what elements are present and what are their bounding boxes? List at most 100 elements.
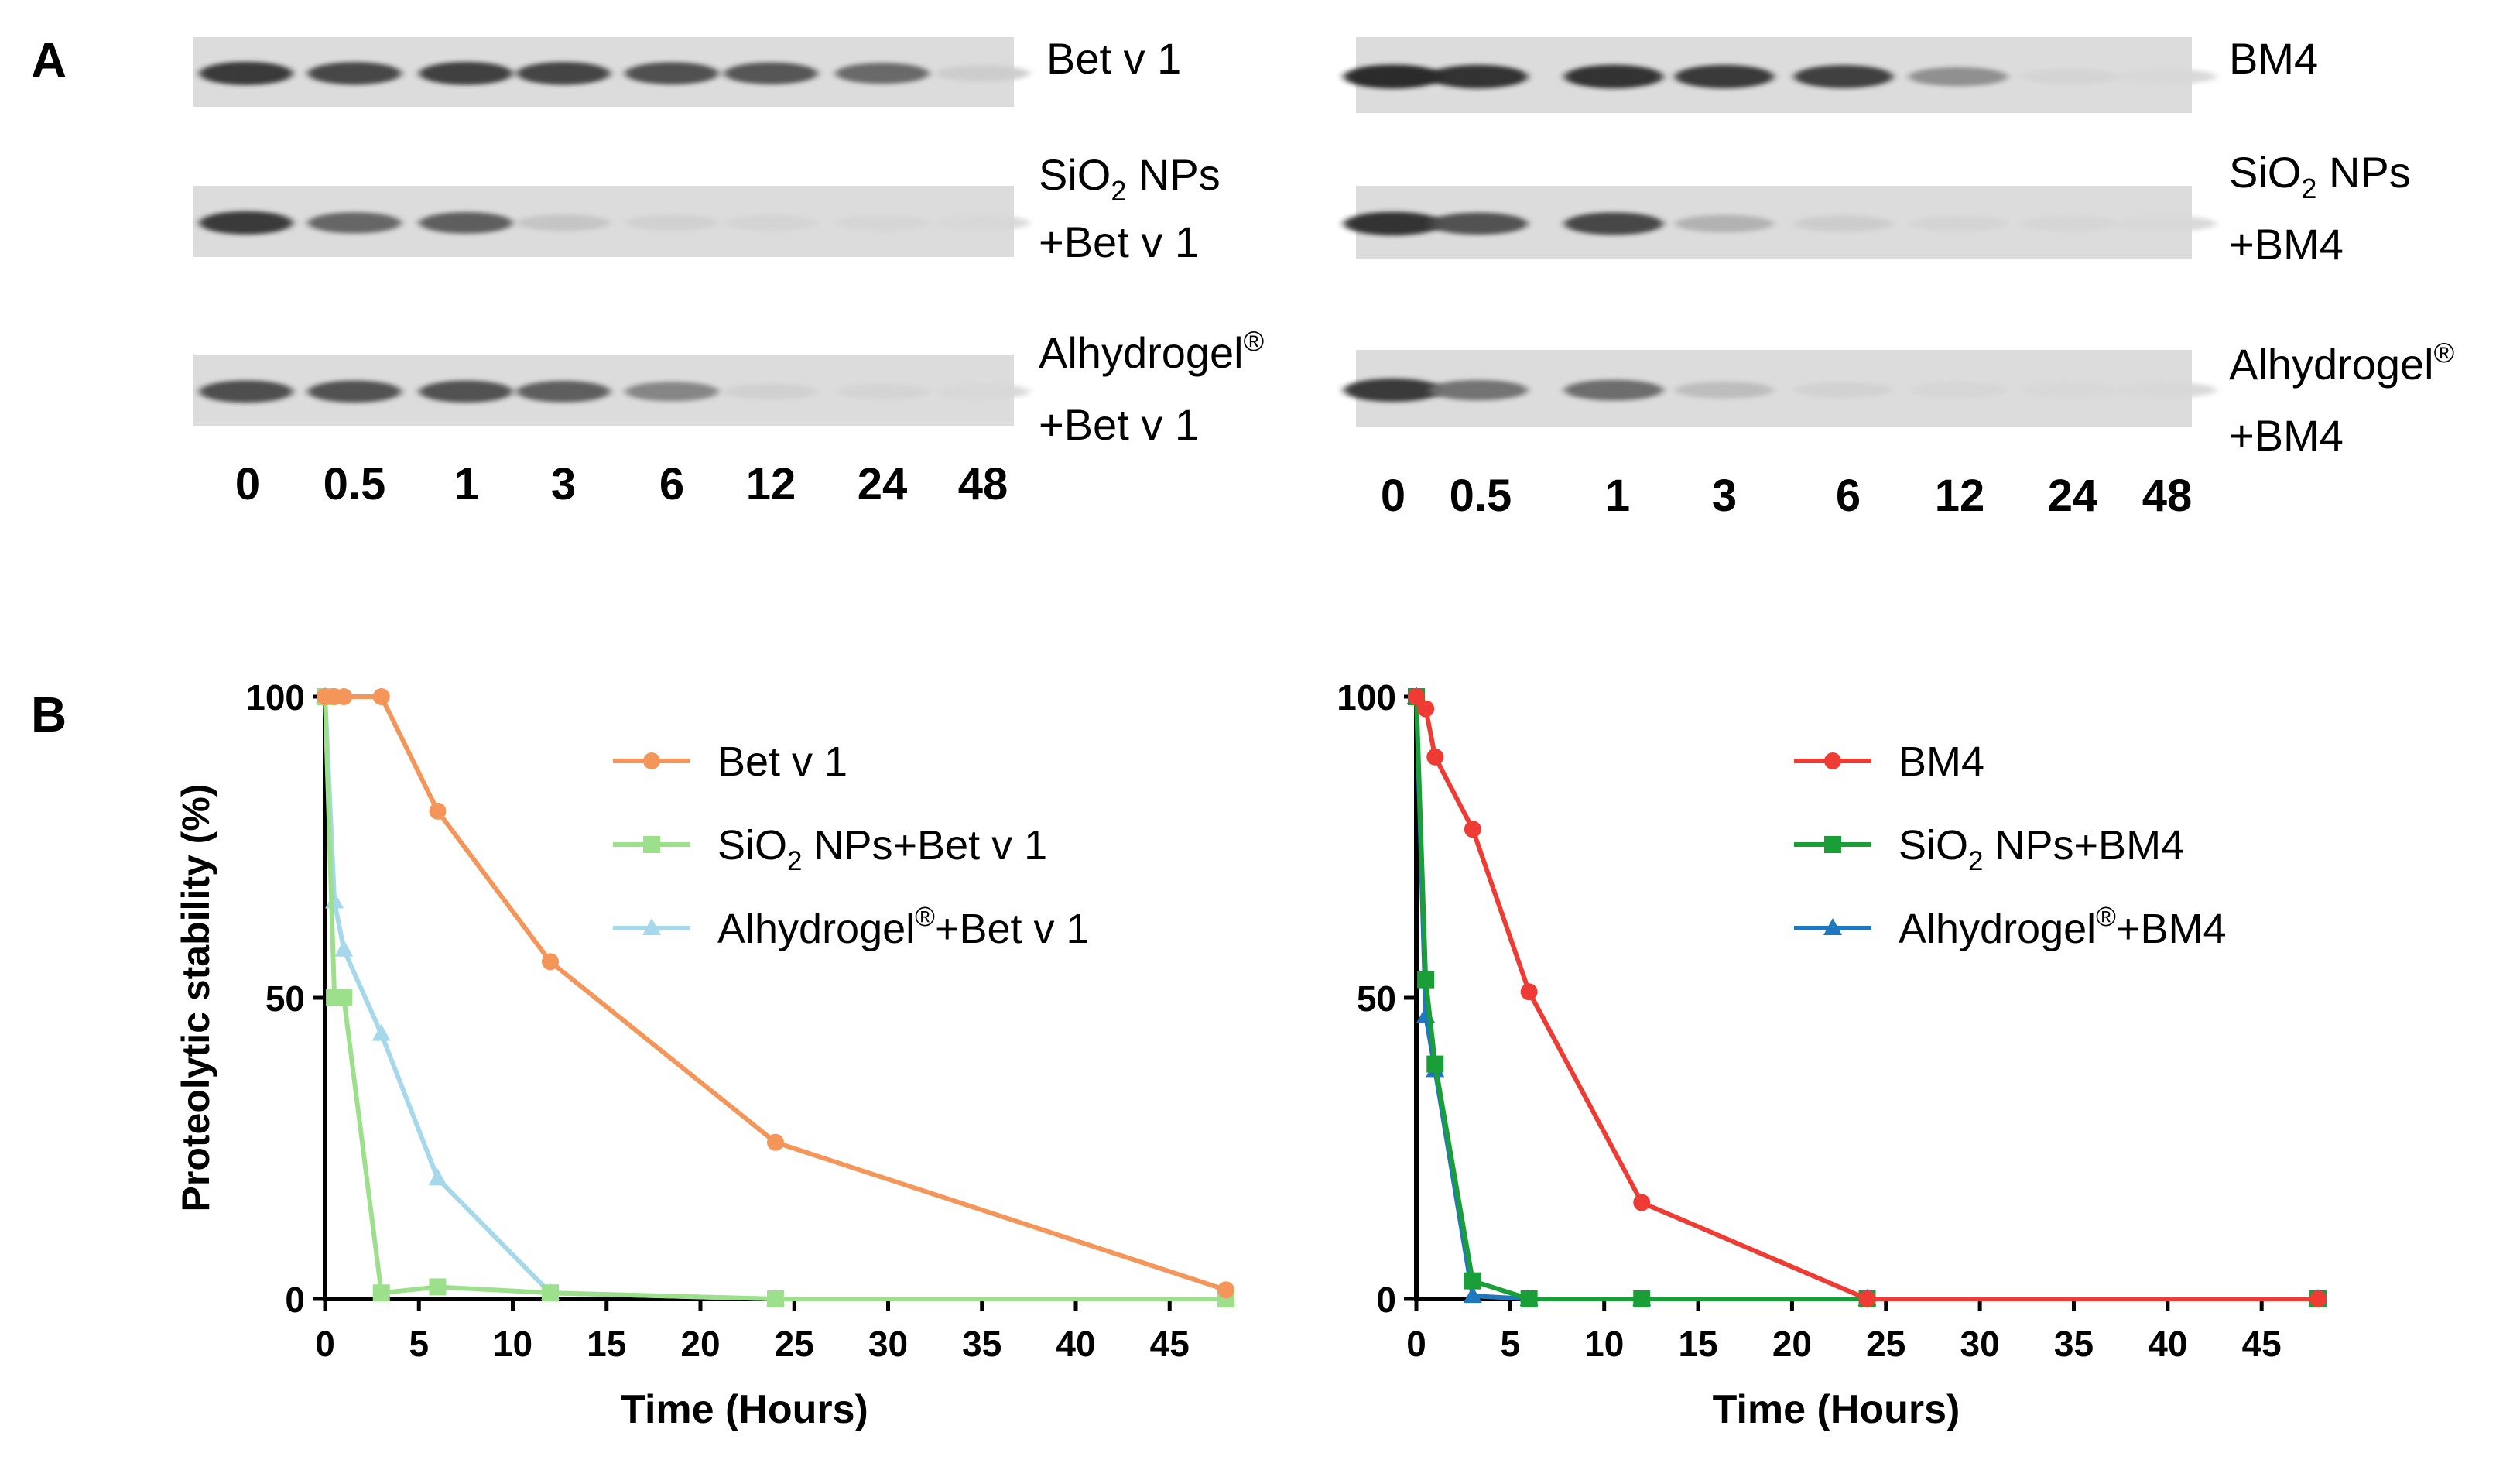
gel-band bbox=[1344, 378, 1443, 403]
gel-label-line2: +BM4 bbox=[2229, 411, 2344, 460]
gel-label: SiO2 NPs bbox=[1039, 150, 1221, 207]
data-point bbox=[542, 1284, 559, 1302]
data-point bbox=[1633, 1194, 1651, 1211]
gel-band bbox=[1794, 65, 1893, 88]
x-tick-label: 40 bbox=[1056, 1324, 1095, 1364]
x-tick-label: 40 bbox=[2148, 1324, 2187, 1364]
data-point bbox=[1520, 1290, 1538, 1307]
time-label: 6 bbox=[1836, 471, 1861, 521]
data-point bbox=[334, 939, 354, 957]
gel-band bbox=[1344, 211, 1443, 236]
gel-label-line2: +Bet v 1 bbox=[1039, 400, 1199, 449]
gel-band bbox=[835, 383, 930, 400]
x-axis-title: Time (Hours) bbox=[1713, 1387, 1960, 1432]
data-point bbox=[2309, 1290, 2327, 1307]
gel-band bbox=[1909, 215, 2008, 232]
data-point bbox=[767, 1133, 784, 1151]
time-label: 0.5 bbox=[1450, 471, 1512, 521]
legend-marker bbox=[643, 752, 660, 769]
data-point bbox=[1858, 1290, 1876, 1307]
gel-label: Alhydrogel® bbox=[1039, 325, 1264, 377]
gel-band bbox=[199, 211, 293, 235]
x-tick-label: 25 bbox=[775, 1324, 814, 1364]
gel-band bbox=[1429, 212, 1528, 235]
x-tick-label: 10 bbox=[1584, 1324, 1624, 1364]
data-point bbox=[371, 1023, 391, 1041]
gel-band bbox=[1794, 215, 1893, 232]
chart-bm4: 0 5 10 15 20 25 30 35 40 45 0 50 100 Time (Hours) BM4 S… bbox=[1337, 677, 2327, 1432]
series-line bbox=[323, 696, 1226, 1301]
x-tick-label: 5 bbox=[1501, 1324, 1521, 1364]
gel-band bbox=[1564, 64, 1663, 89]
gel-band bbox=[516, 380, 611, 403]
data-point bbox=[542, 953, 559, 971]
time-label: 1 bbox=[454, 459, 479, 509]
y-tick-label: 100 bbox=[1337, 677, 1396, 718]
gel-band bbox=[1564, 212, 1663, 235]
data-point bbox=[429, 1278, 447, 1296]
series-line bbox=[1414, 696, 2318, 1301]
x-tick-label: 45 bbox=[2242, 1324, 2282, 1364]
gel-band bbox=[1794, 382, 1893, 399]
legend-marker bbox=[1824, 836, 1841, 853]
legend-label: BM4 bbox=[1899, 738, 1984, 785]
x-tick-label: 25 bbox=[1866, 1324, 1905, 1364]
gel-band bbox=[835, 214, 930, 231]
time-label: 12 bbox=[1935, 471, 1985, 521]
x-tick-label: 0 bbox=[1406, 1324, 1426, 1364]
y-tick-label: 50 bbox=[265, 978, 305, 1019]
gel-band bbox=[1675, 214, 1774, 233]
gel-label-line2: +BM4 bbox=[2229, 220, 2344, 269]
gel-band bbox=[2021, 68, 2120, 85]
series-line bbox=[323, 696, 1226, 1301]
gel-band bbox=[1564, 379, 1663, 401]
x-tick-label: 35 bbox=[962, 1324, 1001, 1364]
legend-label: SiO2 NPs+BM4 bbox=[1899, 822, 2184, 876]
panel-b-label: B bbox=[31, 687, 67, 742]
data-point bbox=[1417, 700, 1435, 718]
data-point bbox=[325, 891, 344, 909]
time-label: 24 bbox=[858, 459, 908, 509]
gel-band bbox=[936, 214, 1030, 231]
y-axis-title: Proteolytic stability (%) bbox=[174, 784, 217, 1212]
data-point bbox=[1520, 983, 1538, 1001]
panel-a-label: A bbox=[31, 33, 67, 88]
gel-label: Alhydrogel® bbox=[2229, 337, 2454, 389]
data-point bbox=[335, 989, 353, 1006]
x-tick-label: 10 bbox=[493, 1324, 532, 1364]
gel-band bbox=[419, 61, 513, 85]
gel-band bbox=[835, 63, 930, 84]
time-label: 3 bbox=[551, 459, 576, 509]
data-point bbox=[1633, 1290, 1651, 1307]
gel-band bbox=[1909, 382, 2008, 399]
panel-a-right-gels: BM4 SiO2 NPs +BM4 Alhydrogel® +BM4 0 0.5 1 3 6 12 2… bbox=[1344, 34, 2454, 521]
x-tick-label: 0 bbox=[315, 1324, 335, 1364]
time-label: 24 bbox=[2048, 471, 2098, 521]
chart-bet-v-1: 0 5 10 15 20 25 30 35 40 45 0 50 100 Time (Hours) Prot… bbox=[174, 677, 1235, 1432]
legend-marker bbox=[642, 918, 661, 935]
gel-band bbox=[1909, 67, 2008, 87]
gel-band bbox=[724, 62, 818, 85]
gel-band bbox=[516, 62, 611, 85]
data-point bbox=[1426, 748, 1444, 766]
data-point bbox=[1464, 821, 1481, 838]
time-label: 48 bbox=[958, 459, 1008, 509]
series-line bbox=[1414, 695, 2318, 1301]
x-tick-label: 35 bbox=[2054, 1324, 2094, 1364]
series-line bbox=[1414, 696, 2318, 1301]
data-point bbox=[1417, 971, 1435, 989]
data-point bbox=[429, 802, 447, 820]
gel-band bbox=[625, 382, 719, 402]
time-label: 0.5 bbox=[324, 459, 386, 509]
gel-band bbox=[516, 214, 611, 231]
y-tick-label: 50 bbox=[1357, 978, 1396, 1019]
data-point bbox=[1463, 1286, 1482, 1304]
time-label: 0 bbox=[1381, 471, 1406, 521]
gel-label: Bet v 1 bbox=[1046, 34, 1181, 83]
x-tick-label: 20 bbox=[680, 1324, 720, 1364]
gel-label-line2: +Bet v 1 bbox=[1039, 218, 1199, 266]
x-tick-label: 20 bbox=[1772, 1324, 1812, 1364]
gel-band bbox=[199, 380, 293, 403]
gel-band bbox=[307, 380, 402, 403]
